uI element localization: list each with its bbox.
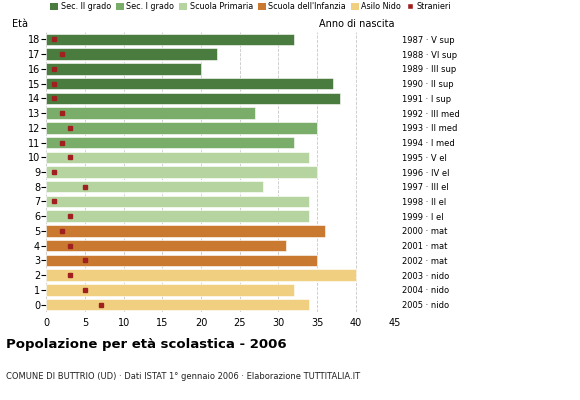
Bar bbox=[46, 166, 317, 178]
Text: COMUNE DI BUTTRIO (UD) · Dati ISTAT 1° gennaio 2006 · Elaborazione TUTTITALIA.IT: COMUNE DI BUTTRIO (UD) · Dati ISTAT 1° g… bbox=[6, 372, 360, 381]
Bar bbox=[46, 92, 340, 104]
Text: Popolazione per età scolastica - 2006: Popolazione per età scolastica - 2006 bbox=[6, 338, 287, 351]
Bar bbox=[46, 196, 309, 207]
Bar bbox=[46, 225, 325, 237]
Bar bbox=[46, 122, 317, 134]
Bar bbox=[46, 240, 286, 252]
Bar bbox=[46, 299, 309, 310]
Bar bbox=[46, 48, 216, 60]
Bar bbox=[46, 137, 294, 148]
Bar bbox=[46, 284, 294, 296]
Bar bbox=[46, 152, 309, 163]
Legend: Sec. II grado, Sec. I grado, Scuola Primaria, Scuola dell'Infanzia, Asilo Nido, : Sec. II grado, Sec. I grado, Scuola Prim… bbox=[50, 2, 451, 11]
Bar bbox=[46, 78, 332, 89]
Bar bbox=[46, 107, 255, 119]
Bar bbox=[46, 63, 201, 74]
Bar bbox=[46, 34, 294, 45]
Text: Anno di nascita: Anno di nascita bbox=[319, 19, 394, 29]
Text: Età: Età bbox=[12, 19, 28, 29]
Bar bbox=[46, 270, 356, 281]
Bar bbox=[46, 210, 309, 222]
Bar bbox=[46, 181, 263, 192]
Bar bbox=[46, 255, 317, 266]
